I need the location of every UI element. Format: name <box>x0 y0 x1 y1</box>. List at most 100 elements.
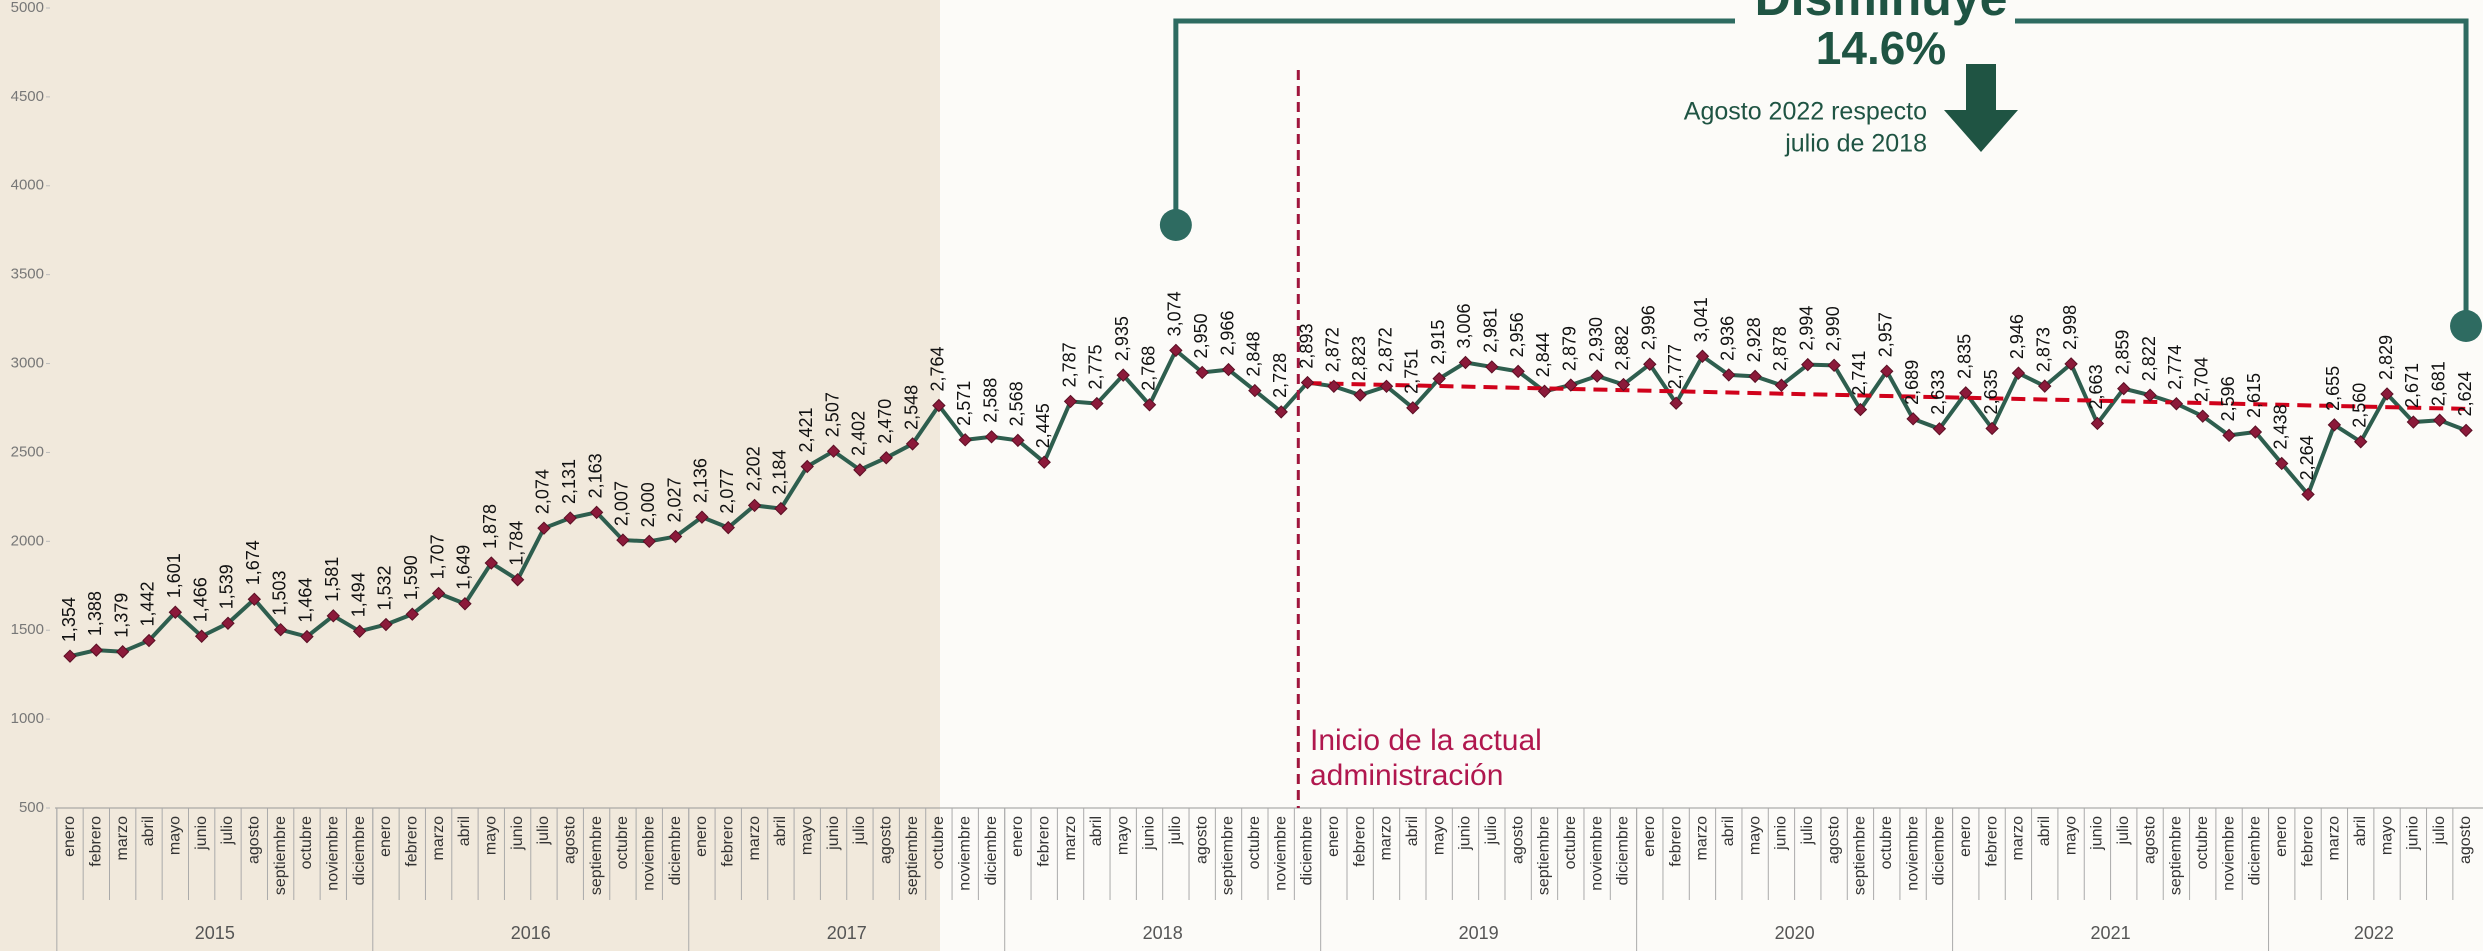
data-label: 1,878 <box>480 504 500 549</box>
x-tick-label: julio <box>535 816 552 846</box>
bracket-dot <box>1159 209 1192 241</box>
year-label: 2021 <box>2091 923 2131 943</box>
data-point <box>1195 365 1209 380</box>
data-point <box>1669 396 1683 410</box>
data-point <box>1090 396 1104 411</box>
data-label: 1,442 <box>138 581 158 626</box>
data-point <box>1458 355 1473 370</box>
data-point <box>1248 383 1262 398</box>
x-tick-label: julio <box>1799 816 1816 846</box>
data-point <box>958 433 972 447</box>
x-tick-label: diciembre <box>983 816 1000 885</box>
y-tick-label: 3000 <box>11 355 44 372</box>
data-point <box>1985 421 1999 436</box>
data-point <box>168 605 183 619</box>
data-point <box>1116 368 1130 382</box>
data-point <box>1221 362 1236 377</box>
data-label: 2,777 <box>1665 344 1685 389</box>
data-point <box>1722 368 1736 382</box>
data-label: 2,882 <box>1612 325 1632 370</box>
x-tick-label: noviembre <box>325 816 342 891</box>
year-label: 2020 <box>1775 923 1815 943</box>
data-point <box>1432 371 1446 386</box>
x-tick-label: agosto <box>561 816 578 864</box>
x-tick-label: diciembre <box>351 816 368 885</box>
data-point <box>642 534 656 549</box>
data-label: 2,000 <box>638 482 658 527</box>
data-point <box>1853 402 1868 417</box>
data-label: 1,464 <box>296 578 316 623</box>
chart-title: Disminuye <box>1755 0 2008 26</box>
x-tick-label: abril <box>1088 816 1105 846</box>
data-label: 2,936 <box>1718 316 1738 361</box>
data-label: 3,006 <box>1454 303 1474 348</box>
data-label: 2,930 <box>1586 317 1606 362</box>
data-label: 2,704 <box>2191 357 2211 402</box>
x-tick-label: abril <box>772 816 789 846</box>
trend-line <box>1307 381 2467 411</box>
data-label: 2,615 <box>2244 373 2264 418</box>
data-point <box>1511 364 1525 379</box>
x-tick-label: mayo <box>1114 816 1131 855</box>
data-point <box>774 501 788 516</box>
data-label: 1,539 <box>217 564 237 609</box>
data-point <box>352 624 367 638</box>
y-tick-label: 4500 <box>11 88 44 105</box>
data-label: 2,202 <box>743 446 763 491</box>
data-point <box>800 459 814 474</box>
data-point <box>1932 422 1947 436</box>
x-tick-label: mayo <box>2378 816 2395 855</box>
x-tick-label: marzo <box>1694 816 1711 861</box>
data-label: 2,077 <box>717 469 737 514</box>
data-point <box>2090 416 2105 431</box>
data-label: 2,950 <box>1191 313 1211 358</box>
data-point <box>853 463 867 477</box>
data-point <box>142 633 156 648</box>
data-label: 2,728 <box>1270 353 1290 398</box>
x-tick-label: junio <box>825 816 842 851</box>
data-label: 2,507 <box>822 392 842 437</box>
x-tick-label: septiembre <box>272 816 289 895</box>
x-tick-label: marzo <box>2326 816 2343 861</box>
data-point <box>2011 366 2026 380</box>
data-label: 2,663 <box>2086 364 2106 409</box>
y-tick-label: 1500 <box>11 621 44 638</box>
x-tick-label: febrero <box>1035 816 1052 867</box>
data-label: 2,635 <box>1981 369 2001 414</box>
year-label: 2015 <box>195 923 235 943</box>
data-point <box>2327 418 2342 432</box>
data-point <box>2301 487 2315 502</box>
x-tick-label: enero <box>1325 816 1342 857</box>
data-point <box>510 573 525 587</box>
x-tick-label: marzo <box>430 816 447 861</box>
x-tick-label: junio <box>1141 816 1158 851</box>
data-point <box>826 444 841 458</box>
data-label: 1,532 <box>375 565 395 610</box>
data-point <box>747 498 762 513</box>
x-tick-label: febrero <box>88 816 105 867</box>
data-point <box>2038 379 2052 393</box>
data-label: 2,990 <box>1823 306 1843 351</box>
data-label: 1,494 <box>348 572 368 617</box>
x-tick-label: octubre <box>1562 816 1579 869</box>
data-point <box>1169 343 1183 358</box>
data-label: 2,136 <box>691 458 711 503</box>
data-point <box>695 510 709 524</box>
data-label: 2,928 <box>1744 317 1764 362</box>
x-tick-label: septiembre <box>588 816 605 895</box>
note: Agosto 2022 respecto <box>1684 98 1927 126</box>
data-label: 2,859 <box>2112 330 2132 375</box>
x-tick-label: mayo <box>1430 816 1447 855</box>
data-point <box>2169 397 2184 411</box>
x-tick-label: marzo <box>746 816 763 861</box>
x-tick-label: octubre <box>614 816 631 869</box>
data-label: 2,548 <box>901 385 921 430</box>
data-point <box>563 511 577 525</box>
x-tick-label: febrero <box>719 816 736 867</box>
x-tick-label: agosto <box>246 816 263 864</box>
x-tick-label: mayo <box>2062 816 2079 855</box>
x-tick-label: febrero <box>1983 816 2000 867</box>
x-tick-label: mayo <box>482 816 499 855</box>
bracket-dot <box>2450 310 2483 342</box>
x-tick-label: julio <box>1167 816 1184 846</box>
